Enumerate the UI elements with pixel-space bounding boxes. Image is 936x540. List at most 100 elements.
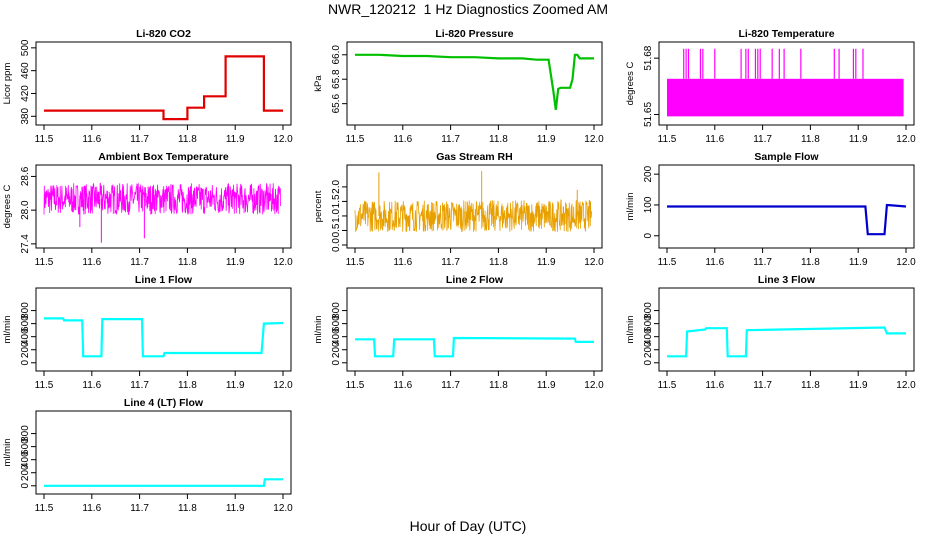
y-tick-label: 28.6 <box>20 166 31 186</box>
panel-title: Li-820 Pressure <box>435 28 513 40</box>
plot-frame <box>35 287 292 372</box>
x-tick-label: 11.9 <box>537 380 556 391</box>
y-axis-label: degrees C <box>625 61 636 105</box>
x-tick-label: 11.8 <box>489 134 508 145</box>
x-tick-label: 12.0 <box>273 380 293 391</box>
panel-title: Li-820 Temperature <box>738 28 834 40</box>
panel-title: Li-820 CO2 <box>136 28 191 40</box>
x-tick-label: 11.6 <box>82 257 101 268</box>
panel-title: Line 4 (LT) Flow <box>124 397 204 409</box>
data-layer <box>355 53 594 110</box>
y-axis-label: percent <box>313 190 324 222</box>
x-tick-label: 11.7 <box>130 380 149 391</box>
x-tick-label: 12.0 <box>273 503 293 514</box>
x-axis-label: Hour of Day (UTC) <box>409 518 527 534</box>
x-tick-label: 11.5 <box>35 503 54 514</box>
data-layer <box>667 203 907 236</box>
plot-frame <box>346 164 603 249</box>
y-tick-label: 27.4 <box>20 234 31 254</box>
panel-9: Line 4 (LT) Flow 11.5 11.6 11.7 11.8 11.9 12.0… <box>2 397 293 514</box>
x-tick-label: 11.9 <box>537 134 556 145</box>
series-line <box>667 203 907 236</box>
y-tick-label: 600 <box>331 315 342 332</box>
y-axis-label: Licor ppm <box>2 63 13 105</box>
x-tick-label: 11.6 <box>393 257 412 268</box>
x-tick-label: 11.7 <box>130 503 149 514</box>
data-layer <box>44 478 283 487</box>
x-tick-label: 11.5 <box>658 134 677 145</box>
plot-frame <box>658 41 915 126</box>
panel-title: Sample Flow <box>754 151 819 163</box>
y-tick-label: 600 <box>20 315 31 332</box>
x-tick-label: 11.8 <box>178 134 197 145</box>
y-tick-label: 380 <box>20 108 31 125</box>
x-tick-label: 11.8 <box>489 380 508 391</box>
x-tick-label: 11.7 <box>130 134 149 145</box>
x-tick-label: 12.0 <box>584 257 604 268</box>
panel-title: Line 3 Flow <box>758 274 816 286</box>
y-tick-label: 200 <box>20 341 31 358</box>
y-axis-label: ml/min <box>625 316 636 344</box>
panel-5: Sample Flow 11.5 11.6 11.7 11.8 11.9 12.0 0 100 2… <box>625 151 916 268</box>
series-line <box>355 336 594 358</box>
y-tick-label: 0 <box>20 483 31 489</box>
y-tick-label: 0 <box>643 360 654 366</box>
data-layer <box>44 55 283 121</box>
x-tick-label: 12.0 <box>584 134 604 145</box>
series-line <box>44 478 283 487</box>
x-tick-label: 11.7 <box>441 380 460 391</box>
x-tick-label: 11.8 <box>178 380 197 391</box>
x-tick-label: 11.5 <box>658 257 677 268</box>
panel-7: Line 2 Flow 11.5 11.6 11.7 11.8 11.9 12.0 0 2004… <box>313 274 604 391</box>
panel-title: Gas Stream RH <box>436 151 512 163</box>
y-tick-label: 51.65 <box>643 102 654 127</box>
y-tick-label: 500 <box>20 39 31 56</box>
x-tick-label: 12.0 <box>273 257 293 268</box>
x-tick-label: 11.5 <box>35 257 54 268</box>
x-tick-label: 11.6 <box>705 257 724 268</box>
y-axis-label: ml/min <box>625 193 636 221</box>
y-tick-label: 800 <box>20 302 31 319</box>
y-axis-label: ml/min <box>2 316 13 344</box>
x-tick-label: 11.6 <box>82 134 101 145</box>
x-tick-label: 11.8 <box>801 257 820 268</box>
x-tick-label: 11.9 <box>226 134 245 145</box>
x-tick-label: 11.7 <box>130 257 149 268</box>
data-layer <box>667 326 906 358</box>
x-tick-label: 11.9 <box>537 257 556 268</box>
y-tick-label: 2.0 <box>331 180 342 194</box>
y-tick-label: 0.5 <box>331 223 342 237</box>
y-tick-label: 0.0 <box>331 238 342 252</box>
x-tick-label: 11.5 <box>346 257 365 268</box>
plot-frame <box>35 410 292 495</box>
x-tick-label: 11.6 <box>393 380 412 391</box>
panel-1: Li-820 Pressure 11.5 11.6 11.7 11.8 11.9 12.0 6… <box>313 28 604 145</box>
x-tick-label: 11.9 <box>226 380 245 391</box>
y-tick-label: 400 <box>20 328 31 345</box>
x-tick-label: 11.6 <box>705 380 724 391</box>
x-tick-label: 12.0 <box>584 380 604 391</box>
x-tick-label: 11.6 <box>705 134 724 145</box>
y-axis-label: kPa <box>313 75 324 92</box>
data-layer <box>667 48 904 117</box>
y-tick-label: 51.68 <box>643 45 654 70</box>
y-tick-label: 65.6 <box>331 93 342 113</box>
series-line <box>44 55 283 121</box>
panel-title: Ambient Box Temperature <box>98 151 229 163</box>
x-tick-label: 11.6 <box>393 134 412 145</box>
data-layer <box>43 182 281 243</box>
x-tick-label: 11.5 <box>35 380 54 391</box>
y-tick-label: 1.5 <box>331 194 342 208</box>
x-tick-label: 11.7 <box>753 134 772 145</box>
y-axis-label: ml/min <box>2 439 13 467</box>
panel-8: Line 3 Flow 11.5 11.6 11.7 11.8 11.9 12.0 0 2004… <box>625 274 916 391</box>
y-tick-label: 200 <box>331 341 342 358</box>
panel-6: Line 1 Flow 11.5 11.6 11.7 11.8 11.9 12.0 0 2004… <box>2 274 293 391</box>
x-tick-label: 11.9 <box>226 257 245 268</box>
y-tick-label: 400 <box>20 451 31 468</box>
x-tick-label: 11.9 <box>849 134 868 145</box>
x-tick-label: 11.5 <box>346 380 365 391</box>
y-tick-label: 0 <box>643 233 654 239</box>
series-line <box>667 326 906 358</box>
x-tick-label: 11.8 <box>801 134 820 145</box>
